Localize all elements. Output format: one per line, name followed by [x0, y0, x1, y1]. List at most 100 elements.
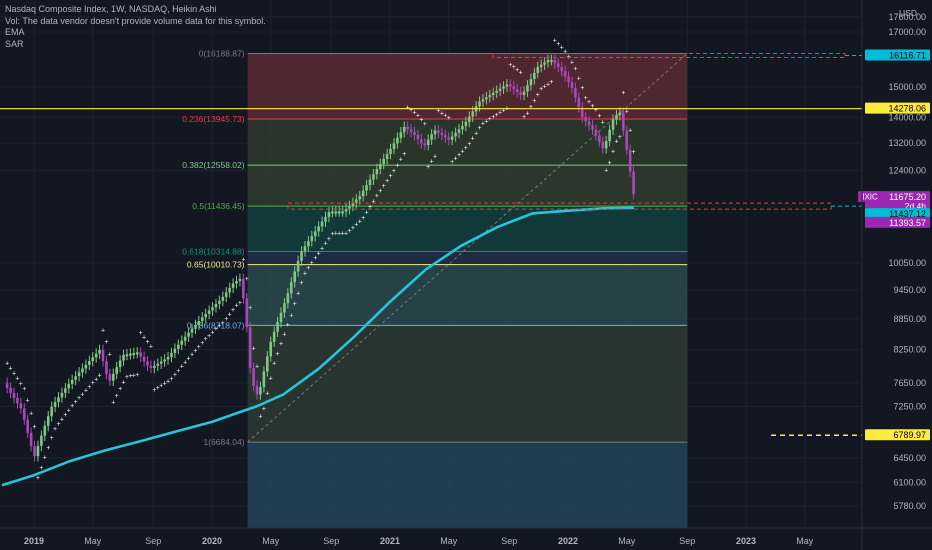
sar-dot: + — [70, 403, 74, 410]
sar-dot: + — [416, 113, 420, 120]
sar-dot: + — [498, 110, 502, 117]
sar-dot: + — [63, 412, 67, 419]
sar-dot: + — [26, 397, 30, 404]
candle-body — [471, 111, 475, 117]
candle-body — [221, 296, 225, 301]
candle-body — [437, 130, 440, 133]
candle-body — [22, 408, 26, 420]
candle-body — [289, 282, 293, 294]
sar-dot: + — [436, 108, 440, 115]
candle-body — [320, 221, 324, 227]
candle-body — [519, 92, 522, 95]
price-label-text: 14278.06 — [888, 104, 926, 114]
candle-body — [481, 99, 485, 102]
candle-body — [43, 425, 47, 436]
candle-body — [420, 139, 423, 144]
sar-dot: + — [211, 329, 215, 336]
candle-body — [529, 79, 533, 86]
symbol-tag[interactable] — [858, 191, 882, 203]
sar-dot: + — [98, 373, 102, 380]
candle-body — [170, 352, 173, 358]
sar-dot: + — [118, 386, 122, 393]
sar-dot: + — [22, 386, 26, 393]
price-tick-label: 15000.00 — [888, 82, 926, 92]
candle-body — [440, 132, 444, 136]
candle-body — [385, 153, 389, 159]
candle-body — [91, 357, 95, 362]
candle-body — [358, 196, 362, 200]
legend-ema[interactable]: EMA — [5, 27, 25, 37]
sar-dot: + — [573, 66, 577, 73]
sar-dot: + — [221, 320, 225, 327]
price-lines[interactable] — [0, 52, 862, 436]
sar-dot: + — [262, 406, 266, 413]
candle-body — [29, 432, 33, 447]
sar-dot: + — [94, 376, 98, 383]
time-tick-label: 2020 — [202, 536, 222, 546]
sar-dot: + — [122, 379, 126, 386]
candle-body — [447, 137, 451, 140]
sar-dot: + — [91, 380, 95, 387]
sar-dot: + — [454, 155, 458, 162]
sar-dot: + — [508, 62, 512, 69]
sar-dot: + — [347, 228, 351, 235]
sar-dot: + — [296, 290, 300, 297]
fib-level-label: 0.5(11436.45) — [192, 201, 244, 211]
candle-body — [430, 134, 433, 140]
sar-dot: + — [334, 230, 338, 237]
fibonacci-retracement[interactable]: 0(16188.87) 0.236(13945.73) 0.382(12558.02… — [182, 48, 688, 528]
sar-dot: + — [488, 116, 492, 123]
sar-dot: + — [269, 375, 273, 382]
price-label-badge — [865, 208, 930, 220]
candle-body — [426, 139, 430, 145]
candle-body — [365, 185, 368, 191]
candle-body — [351, 202, 355, 206]
sar-dot: + — [570, 60, 574, 67]
candle-body — [505, 84, 509, 87]
sar-dot: + — [433, 153, 437, 160]
candle-body — [536, 66, 540, 73]
sar-dot: + — [532, 98, 536, 105]
sar-dot: + — [474, 130, 478, 137]
sar-dot: + — [293, 301, 297, 308]
candle-body — [286, 293, 290, 304]
candle-body — [498, 88, 502, 91]
price-label-text: 11393.57 — [889, 218, 926, 228]
candle-body — [488, 95, 492, 98]
candle-body — [231, 283, 235, 288]
candle-body — [276, 322, 279, 332]
candle-body — [324, 216, 327, 222]
time-tick-label: 2022 — [558, 536, 578, 546]
time-tick-label: 2021 — [380, 536, 400, 546]
sar-dot: + — [402, 151, 406, 158]
price-label-badge — [865, 216, 930, 228]
sar-dot: + — [279, 341, 283, 348]
fib-trend-line[interactable] — [247, 53, 688, 443]
candle-body — [361, 190, 365, 197]
price-label-text: 16116.71 — [889, 50, 926, 60]
candle-body — [331, 211, 334, 214]
sar-dot: + — [207, 333, 211, 340]
candle-body — [266, 356, 269, 372]
sar-dot: + — [625, 108, 629, 115]
candle-body — [166, 357, 170, 360]
legend-sar[interactable]: SAR — [5, 38, 24, 49]
legend-title[interactable]: Nasdaq Composite Index, 1W, NASDAQ, Heik… — [5, 4, 217, 14]
fib-zone — [247, 264, 688, 326]
candle-body — [12, 392, 16, 399]
sar-dot: + — [193, 348, 197, 355]
sar-dot: + — [341, 230, 345, 237]
sar-dot: + — [190, 352, 194, 359]
price-label-badge — [865, 429, 930, 441]
sar-dot: + — [371, 199, 375, 206]
sar-dot: + — [300, 280, 304, 287]
candle-body — [111, 373, 115, 381]
candle-body — [108, 373, 112, 381]
candle-body — [26, 419, 30, 433]
price-tick-label: 10050.00 — [888, 258, 926, 268]
candle-body — [601, 141, 605, 149]
candle-body — [632, 171, 635, 195]
